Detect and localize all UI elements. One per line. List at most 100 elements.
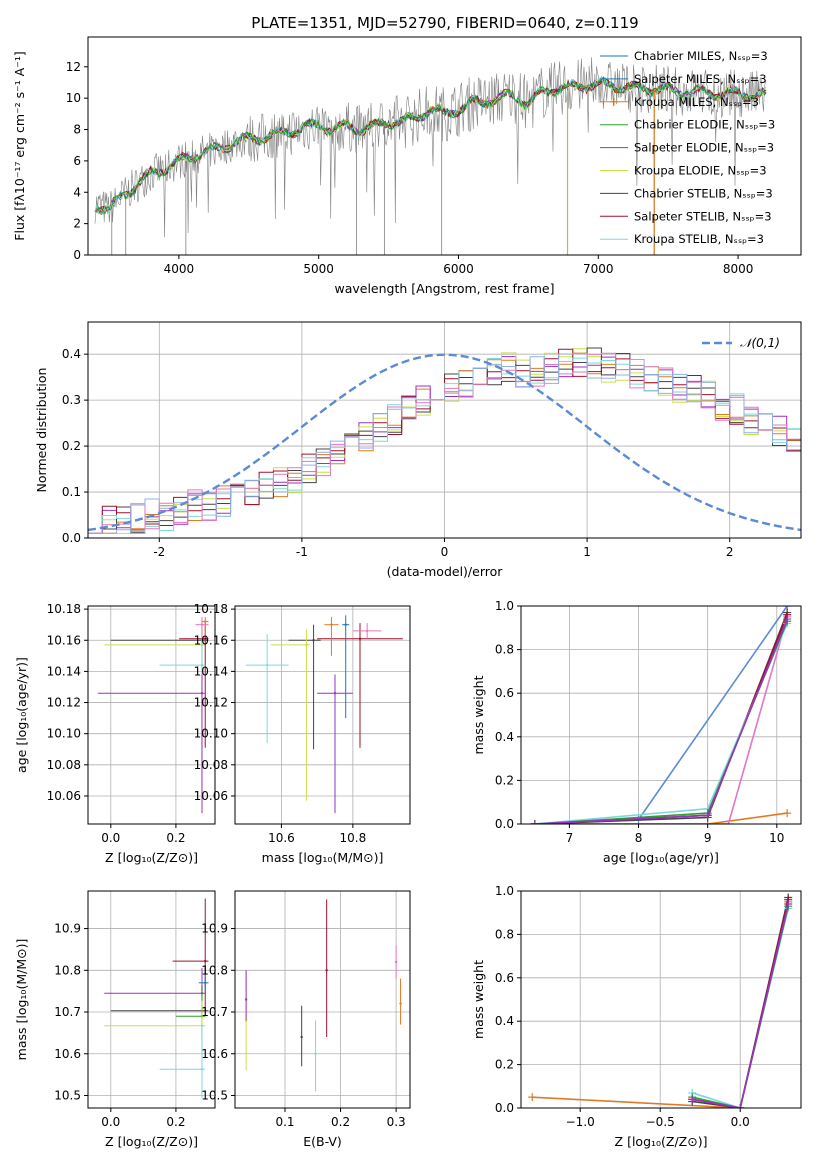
axes-frame bbox=[87, 36, 802, 256]
data-point bbox=[344, 623, 347, 626]
data-point bbox=[358, 637, 362, 640]
legend-marker bbox=[610, 97, 618, 106]
y-tick-label: 10.08 bbox=[47, 758, 81, 772]
data-point bbox=[394, 960, 398, 964]
plot-area-7 bbox=[528, 893, 793, 1108]
series-line bbox=[534, 606, 788, 824]
y-tick-label: 10.06 bbox=[47, 789, 81, 803]
y-tick-label: 6 bbox=[73, 154, 81, 168]
y-tick-label: 10.08 bbox=[194, 758, 228, 772]
x-tick-label: 0.2 bbox=[166, 831, 185, 845]
y-tick-label: 10.18 bbox=[194, 602, 228, 616]
data-point bbox=[204, 959, 207, 963]
y-tick-label: 10.14 bbox=[194, 664, 228, 678]
y-tick-label: 10.10 bbox=[47, 727, 81, 741]
x-tick-label: 0.0 bbox=[101, 831, 120, 845]
y-tick-label: 0.4 bbox=[495, 1014, 514, 1028]
axes-frame bbox=[234, 890, 411, 1109]
plot-area-3 bbox=[245, 615, 403, 814]
x-tick-label: 0.2 bbox=[331, 1115, 350, 1129]
x-tick-label: 6000 bbox=[443, 262, 474, 276]
legend-label: 𝒩(0,1) bbox=[740, 336, 780, 350]
plot-area-2 bbox=[97, 616, 209, 814]
data-point bbox=[200, 1067, 204, 1071]
y-tick-label: 10.12 bbox=[194, 696, 228, 710]
plot-area-0 bbox=[94, 57, 767, 255]
x-tick-label: 5000 bbox=[303, 262, 334, 276]
legend-label: Salpeter STELIB, Nₛₛₚ=3 bbox=[634, 209, 772, 223]
series-marker bbox=[528, 1093, 537, 1102]
x-tick-label: −0.5 bbox=[646, 1115, 675, 1129]
y-tick-label: 0 bbox=[73, 248, 81, 262]
legend-label: Kroupa ELODIE, Nₛₛₚ=3 bbox=[634, 164, 767, 178]
data-point bbox=[365, 629, 369, 633]
legend-label: Chabrier STELIB, Nₛₛₚ=3 bbox=[634, 186, 773, 200]
x-tick-label: 8000 bbox=[723, 262, 754, 276]
y-tick-label: 0.6 bbox=[495, 971, 514, 985]
y-tick-label: 0.0 bbox=[495, 817, 514, 831]
y-tick-label: 0.0 bbox=[495, 1101, 514, 1115]
plot-area-5 bbox=[104, 898, 209, 1099]
x-tick-label: 0.0 bbox=[731, 1115, 750, 1129]
y-tick-label: 10.5 bbox=[201, 1088, 228, 1102]
y-tick-label: 12 bbox=[66, 60, 81, 74]
series-marker bbox=[784, 900, 793, 909]
y-tick-label: 0.8 bbox=[495, 643, 514, 657]
x-tick-label: 10.6 bbox=[268, 831, 295, 845]
series-line bbox=[534, 614, 788, 824]
axes-frame bbox=[87, 605, 216, 825]
y-tick-label: 10 bbox=[66, 91, 81, 105]
series-line bbox=[534, 812, 788, 824]
legend-label: Salpeter ELODIE, Nₛₛₚ=3 bbox=[634, 141, 774, 155]
x-tick-label: 0.3 bbox=[387, 1115, 406, 1129]
y-tick-label: 10.5 bbox=[54, 1088, 81, 1102]
y-tick-label: 10.6 bbox=[201, 1047, 228, 1061]
data-point bbox=[204, 981, 207, 985]
x-tick-label: 9 bbox=[704, 831, 712, 845]
legend-label: Chabrier MILES, Nₛₛₚ=3 bbox=[634, 49, 768, 63]
data-point bbox=[204, 637, 207, 640]
x-axis-label: E(B-V) bbox=[303, 1134, 342, 1149]
model-spectrum bbox=[94, 77, 767, 215]
gaussian-curve bbox=[88, 353, 801, 532]
y-tick-label: 10.9 bbox=[201, 922, 228, 936]
legend-label: Kroupa MILES, Nₛₛₚ=3 bbox=[634, 95, 759, 109]
x-tick-label: 0.1 bbox=[275, 1115, 294, 1129]
y-tick-label: 0.2 bbox=[62, 439, 81, 453]
x-tick-label: -2 bbox=[153, 545, 165, 559]
plot-area-1 bbox=[88, 347, 801, 534]
y-axis-label: Normed distribution bbox=[34, 368, 49, 493]
legend-label: Chabrier ELODIE, Nₛₛₚ=3 bbox=[634, 118, 775, 132]
y-tick-label: 10.8 bbox=[201, 963, 228, 977]
y-tick-label: 0.3 bbox=[62, 393, 81, 407]
x-axis-label: mass [log₁₀(M/M⊙)] bbox=[262, 850, 384, 865]
x-tick-label: 2 bbox=[726, 545, 734, 559]
x-tick-label: 7 bbox=[566, 831, 574, 845]
y-tick-label: 0.2 bbox=[495, 773, 514, 787]
data-point bbox=[200, 692, 204, 695]
y-tick-label: 0.2 bbox=[495, 1058, 514, 1072]
y-tick-label: 10.10 bbox=[194, 727, 228, 741]
axes-frame bbox=[520, 890, 802, 1109]
y-tick-label: 0.8 bbox=[495, 927, 514, 941]
y-tick-label: 10.12 bbox=[47, 696, 81, 710]
x-tick-label: 10.8 bbox=[339, 831, 366, 845]
x-axis-label: Z [log₁₀(Z/Z⊙)] bbox=[105, 850, 198, 865]
data-point bbox=[333, 692, 337, 695]
series-line bbox=[692, 903, 789, 1108]
x-axis-label: age [log₁₀(age/yr)] bbox=[603, 850, 719, 865]
x-tick-label: 0 bbox=[441, 545, 449, 559]
data-point bbox=[200, 663, 204, 667]
x-tick-label: 8 bbox=[635, 831, 643, 845]
x-tick-label: 1 bbox=[583, 545, 591, 559]
data-point bbox=[314, 1052, 317, 1055]
x-tick-label: −1.0 bbox=[566, 1115, 595, 1129]
series-marker bbox=[703, 811, 712, 820]
y-tick-label: 0.1 bbox=[62, 485, 81, 499]
y-tick-label: 10.9 bbox=[54, 922, 81, 936]
series-marker bbox=[530, 820, 539, 824]
series-line bbox=[534, 612, 788, 824]
y-axis-label: Flux [fλ10⁻¹⁷ erg cm⁻² s⁻¹ A⁻¹] bbox=[12, 51, 27, 240]
series-marker bbox=[783, 809, 792, 818]
